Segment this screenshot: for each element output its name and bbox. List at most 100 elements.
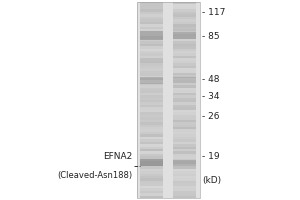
Bar [140, 191, 163, 193]
Bar [140, 181, 163, 183]
Bar [140, 31, 163, 34]
Bar [140, 22, 163, 24]
Bar [140, 147, 163, 149]
Bar [140, 142, 163, 144]
Bar [140, 71, 163, 73]
Bar [173, 90, 196, 93]
Text: - 26: - 26 [202, 112, 219, 121]
Bar [173, 19, 196, 22]
Bar [173, 61, 196, 63]
Bar [140, 137, 163, 139]
Bar [173, 159, 196, 161]
Bar [140, 7, 163, 9]
Bar [140, 73, 163, 75]
Bar [173, 39, 196, 41]
Bar [173, 68, 196, 71]
Bar [173, 176, 196, 178]
Bar [173, 173, 196, 176]
Bar [140, 44, 163, 46]
Bar [140, 196, 163, 198]
Bar [173, 71, 196, 73]
Bar [140, 151, 163, 154]
Bar [173, 132, 196, 134]
Bar [140, 154, 163, 156]
Bar [173, 160, 196, 166]
Bar [140, 169, 163, 171]
Text: (Cleaved-Asn188): (Cleaved-Asn188) [57, 171, 132, 180]
Bar [140, 156, 163, 159]
Bar [140, 53, 163, 56]
Bar [140, 129, 163, 132]
Bar [173, 144, 196, 147]
Bar [140, 88, 163, 90]
Bar [173, 14, 196, 17]
Bar [173, 196, 196, 198]
Bar [140, 46, 163, 49]
Bar [173, 78, 196, 80]
Bar [173, 156, 196, 159]
Bar [140, 12, 163, 14]
Bar [140, 2, 163, 4]
Bar [140, 63, 163, 66]
Bar [173, 142, 196, 144]
Bar [173, 171, 196, 173]
Bar [140, 193, 163, 196]
Text: - 34: - 34 [202, 92, 219, 101]
Bar [173, 66, 196, 68]
Bar [140, 132, 163, 134]
Bar [140, 127, 163, 129]
Bar [173, 17, 196, 19]
Bar [173, 193, 196, 196]
Text: - 48: - 48 [202, 75, 219, 84]
Bar [140, 112, 163, 115]
Bar [140, 14, 163, 17]
Bar [173, 73, 196, 75]
Bar [140, 115, 163, 117]
Bar [173, 120, 196, 122]
Bar [173, 7, 196, 9]
Bar [140, 183, 163, 186]
Bar [140, 24, 163, 26]
Bar [140, 29, 163, 31]
Bar [140, 75, 163, 78]
Bar [140, 2, 163, 198]
Bar [173, 22, 196, 24]
Bar [140, 159, 163, 166]
Bar [140, 19, 163, 22]
Bar [140, 124, 163, 127]
Bar [173, 105, 196, 107]
Bar [173, 161, 196, 164]
Bar [140, 122, 163, 124]
Bar [140, 188, 163, 191]
Bar [140, 77, 163, 84]
Bar [173, 2, 196, 4]
Bar [173, 63, 196, 66]
Bar [140, 26, 163, 29]
Bar [140, 173, 163, 176]
Bar [140, 61, 163, 63]
Bar [140, 49, 163, 51]
Bar [140, 36, 163, 39]
Bar [173, 36, 196, 39]
Bar [140, 68, 163, 71]
Bar [140, 107, 163, 110]
Bar [140, 176, 163, 178]
Bar [140, 4, 163, 7]
Bar [140, 134, 163, 137]
Bar [173, 127, 196, 129]
Bar [140, 90, 163, 93]
Bar [140, 39, 163, 41]
Bar [173, 122, 196, 124]
Bar [140, 95, 163, 98]
Text: - 19: - 19 [202, 152, 220, 161]
Bar [140, 98, 163, 100]
Bar [173, 137, 196, 139]
Bar [173, 26, 196, 29]
Bar [173, 107, 196, 110]
Bar [173, 24, 196, 26]
Bar [173, 134, 196, 137]
Bar [173, 31, 196, 34]
Text: EFNA2: EFNA2 [103, 152, 132, 161]
Bar [140, 17, 163, 19]
Bar [140, 120, 163, 122]
